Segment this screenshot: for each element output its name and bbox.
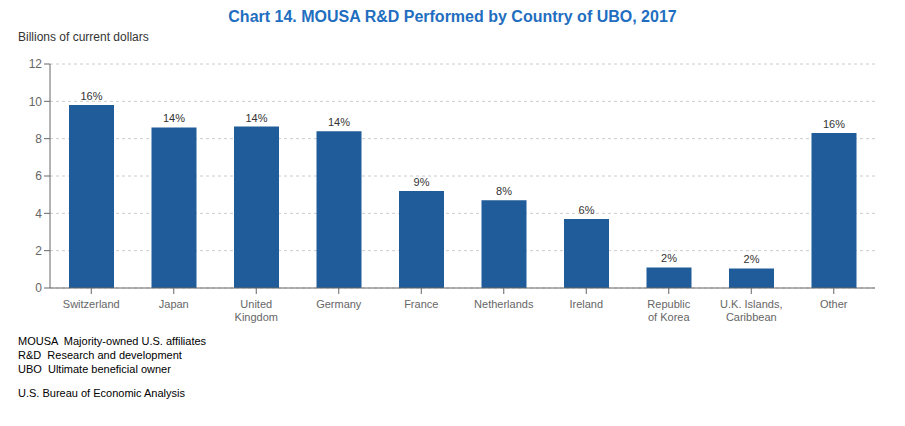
svg-text:2: 2 (35, 244, 42, 258)
svg-text:Germany: Germany (316, 298, 362, 310)
html-text:Chart 14. MOUSA R&D Performed: Chart 14. MOUSA R&D Performed by Country… (228, 8, 677, 25)
svg-text:8%: 8% (496, 185, 512, 197)
svg-text:9%: 9% (414, 176, 430, 188)
svg-text:France: France (404, 298, 438, 310)
svg-text:Other: Other (820, 298, 848, 310)
svg-text:Republicof Korea: Republicof Korea (647, 298, 690, 323)
svg-text:14%: 14% (328, 116, 350, 128)
svg-text:12: 12 (29, 57, 43, 71)
svg-text:14%: 14% (163, 112, 185, 124)
html-text:R&D Research and development: R&D Research and development (18, 349, 182, 361)
svg-text:6%: 6% (579, 204, 595, 216)
svg-text:14%: 14% (245, 112, 267, 124)
svg-text:0: 0 (35, 281, 42, 295)
svg-text:16%: 16% (823, 118, 845, 130)
svg-text:4: 4 (35, 207, 42, 221)
svg-text:U.K. Islands,Caribbean: U.K. Islands,Caribbean (720, 298, 782, 323)
html-text:U.S. Bureau of Economic Analys: U.S. Bureau of Economic Analysis (18, 387, 185, 399)
svg-text:6: 6 (35, 169, 42, 183)
svg-text:2%: 2% (661, 252, 677, 264)
svg-text:10: 10 (29, 95, 43, 109)
html-text:Billions of current dollars: Billions of current dollars (18, 30, 149, 44)
svg-text:Japan: Japan (159, 298, 189, 310)
html-text:UBO Ultimate beneficial owner: UBO Ultimate beneficial owner (18, 363, 171, 375)
svg-text:Netherlands: Netherlands (474, 298, 534, 310)
svg-text:2%: 2% (744, 253, 760, 265)
svg-text:Switzerland: Switzerland (63, 298, 120, 310)
svg-text:Ireland: Ireland (569, 298, 603, 310)
svg-text:8: 8 (35, 132, 42, 146)
html-text:MOUSA Majority-owned U.S. affi: MOUSA Majority-owned U.S. affiliates (18, 335, 207, 347)
svg-text:UnitedKingdom: UnitedKingdom (235, 298, 278, 323)
svg-text:16%: 16% (80, 90, 102, 102)
